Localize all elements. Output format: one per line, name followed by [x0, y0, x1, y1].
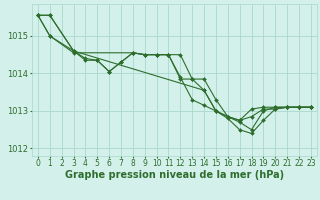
X-axis label: Graphe pression niveau de la mer (hPa): Graphe pression niveau de la mer (hPa) [65, 170, 284, 180]
